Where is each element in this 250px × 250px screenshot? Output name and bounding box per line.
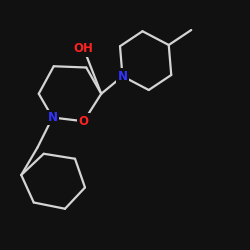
Text: N: N (118, 70, 128, 83)
Text: OH: OH (74, 42, 94, 55)
Text: O: O (79, 115, 89, 128)
Text: N: N (48, 111, 58, 124)
